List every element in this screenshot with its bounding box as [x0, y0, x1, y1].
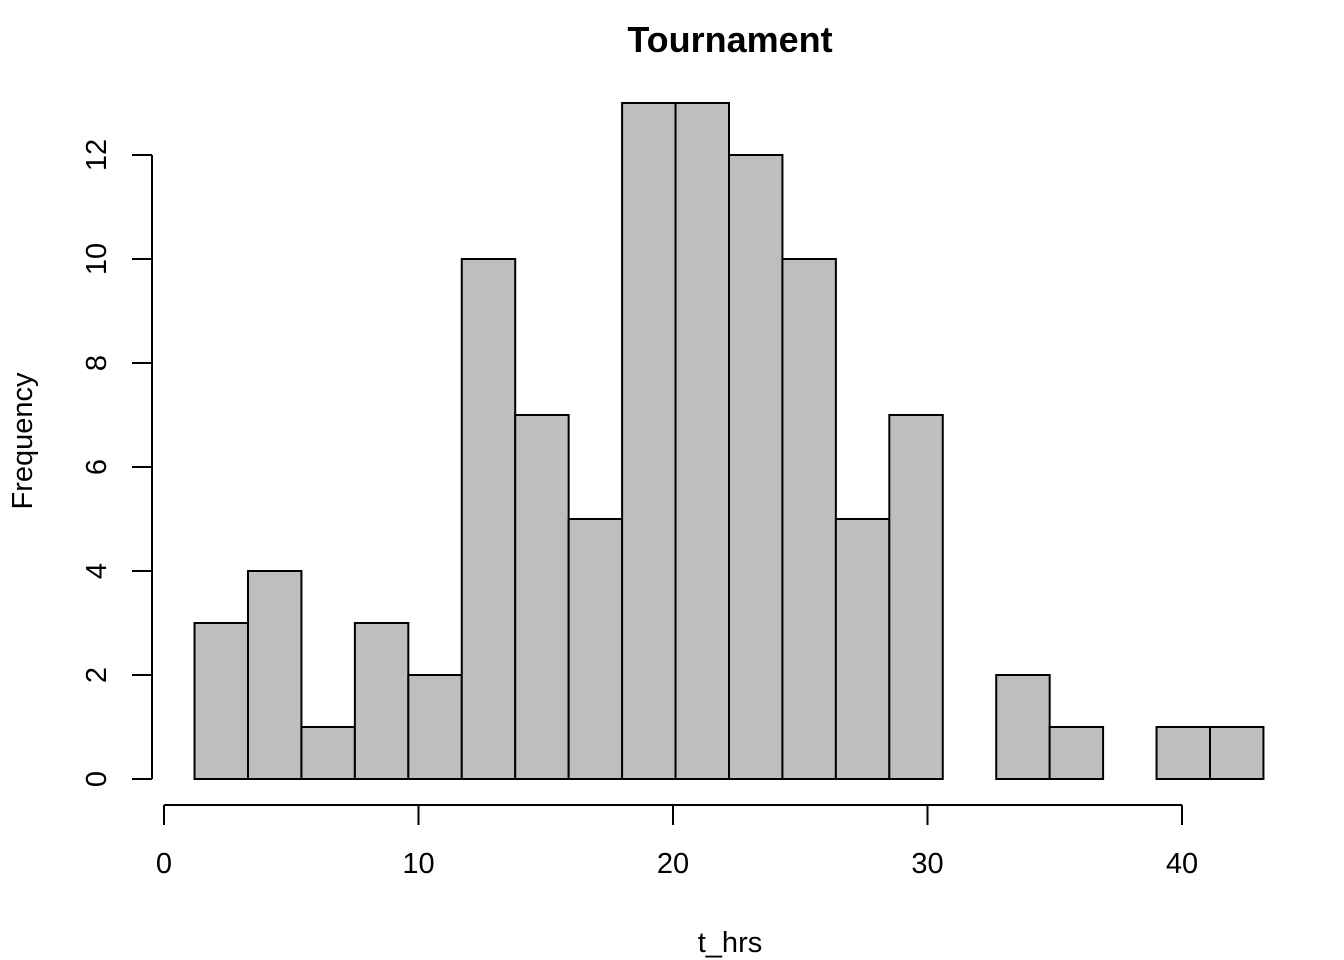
histogram-bar: [193, 622, 249, 780]
y-tick-label: 2: [81, 667, 113, 683]
histogram-bar: [1155, 726, 1211, 780]
x-tick-label: 30: [911, 848, 943, 880]
histogram-bar: [407, 674, 463, 780]
bars-group: [193, 102, 1265, 780]
y-tick-label: 6: [81, 459, 113, 475]
histogram-bar: [834, 518, 891, 780]
y-tick-label: 12: [81, 139, 113, 171]
y-tick-label: 10: [81, 243, 113, 275]
histogram-bar: [781, 258, 837, 780]
y-axis-label: Frequency: [7, 372, 39, 510]
histogram-bar: [674, 102, 730, 780]
histogram-bar: [1209, 726, 1265, 780]
chart-title: Tournament: [627, 19, 832, 60]
histogram-bar: [353, 622, 410, 780]
x-tick-label: 10: [402, 848, 434, 880]
histogram-bar: [1048, 726, 1105, 780]
y-tick-label: 4: [81, 563, 113, 579]
histogram-bar: [621, 102, 677, 780]
histogram-bar: [888, 414, 944, 780]
histogram-bar: [246, 570, 303, 780]
x-axis-label: t_hrs: [698, 927, 762, 959]
x-tick-label: 20: [657, 848, 689, 880]
y-axis: 0 2 4 6 8 10 12: [81, 139, 153, 787]
histogram-bar: [727, 154, 784, 780]
histogram-bar: [567, 518, 624, 780]
y-tick-label: 8: [81, 355, 113, 371]
histogram-bar: [995, 674, 1051, 780]
x-axis: 0 10 20 30 40: [156, 804, 1198, 880]
y-tick-label: 0: [81, 771, 113, 787]
histogram-bar: [514, 414, 570, 780]
x-tick-label: 40: [1166, 848, 1198, 880]
histogram-bar: [460, 258, 517, 780]
x-tick-label: 0: [156, 848, 172, 880]
histogram-bar: [300, 726, 356, 780]
